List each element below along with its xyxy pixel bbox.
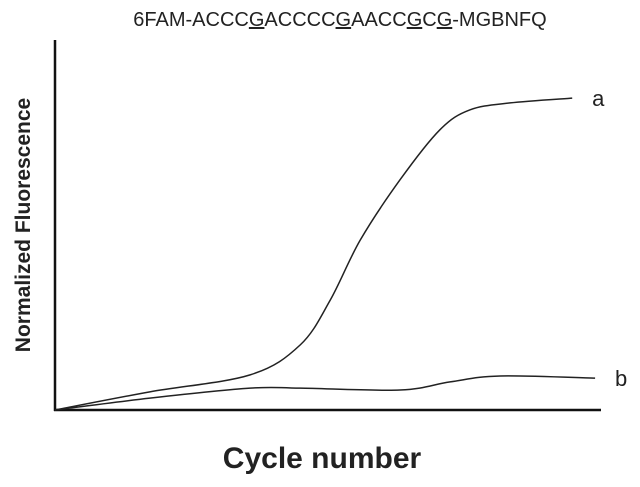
curve: [54, 97, 573, 411]
title-part: G: [336, 9, 352, 31]
title-part: 6FAM-ACCC: [133, 9, 249, 31]
curve-label: a: [592, 86, 605, 111]
curve: [54, 375, 596, 411]
chart-title: 6FAM-ACCCGACCCCGAACCGCG-MGBNFQ: [133, 9, 546, 31]
title-part: C: [422, 9, 436, 31]
curve-label: b: [615, 366, 627, 391]
title-part: G: [249, 9, 265, 31]
title-part: ACCCC: [264, 9, 335, 31]
y-axis-label: Normalized Fluorescence: [12, 98, 35, 352]
title-part: G: [407, 9, 423, 31]
x-axis-label: Cycle number: [223, 442, 422, 475]
title-part: -MGBNFQ: [452, 9, 546, 31]
title-part: G: [437, 9, 453, 31]
title-part: AACC: [351, 9, 407, 31]
